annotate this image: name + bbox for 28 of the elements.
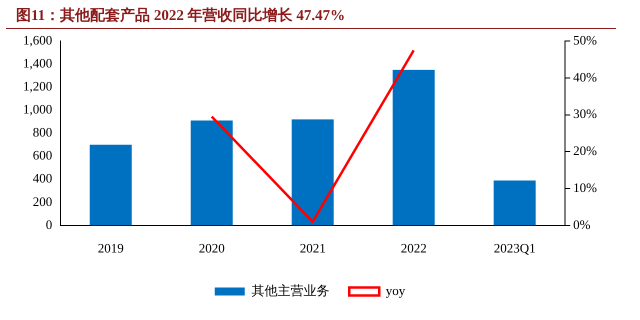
y2-tick-label: 50%	[573, 32, 598, 48]
bar	[190, 120, 233, 226]
y-tick-label: 0	[46, 216, 52, 232]
y-tick-label: 1,400	[23, 55, 52, 70]
y-tick-label: 1,600	[23, 32, 52, 48]
y-tick-label: 800	[32, 124, 52, 140]
y-tick-label: 1,200	[23, 78, 52, 94]
y2-tick-label: 0%	[573, 216, 591, 232]
bar	[292, 119, 334, 226]
y2-tick-label: 10%	[573, 180, 598, 195]
bar	[90, 144, 132, 226]
y-tick-label: 1,000	[23, 102, 52, 117]
x-tick-label: 2021	[300, 240, 326, 256]
x-tick-label: 2020	[198, 240, 225, 256]
bar	[494, 180, 536, 226]
y-tick-label: 400	[32, 170, 52, 186]
y-tick-label: 200	[32, 194, 52, 209]
x-tick-label: 2022	[400, 240, 427, 256]
y-tick-label: 600	[32, 148, 52, 163]
chart-title: 图11：其他配套产品 2022 年营收同比增长 47.47%	[6, 0, 616, 29]
y2-tick-label: 20%	[573, 143, 598, 158]
y2-tick-label: 40%	[573, 69, 598, 84]
x-tick-label: 2019	[98, 240, 124, 256]
legend-label: yoy	[386, 282, 406, 298]
bar	[392, 70, 435, 226]
y2-tick-label: 30%	[573, 106, 598, 122]
legend-label: 其他主营业务	[251, 282, 330, 298]
x-tick-label: 2023Q1	[494, 240, 536, 256]
